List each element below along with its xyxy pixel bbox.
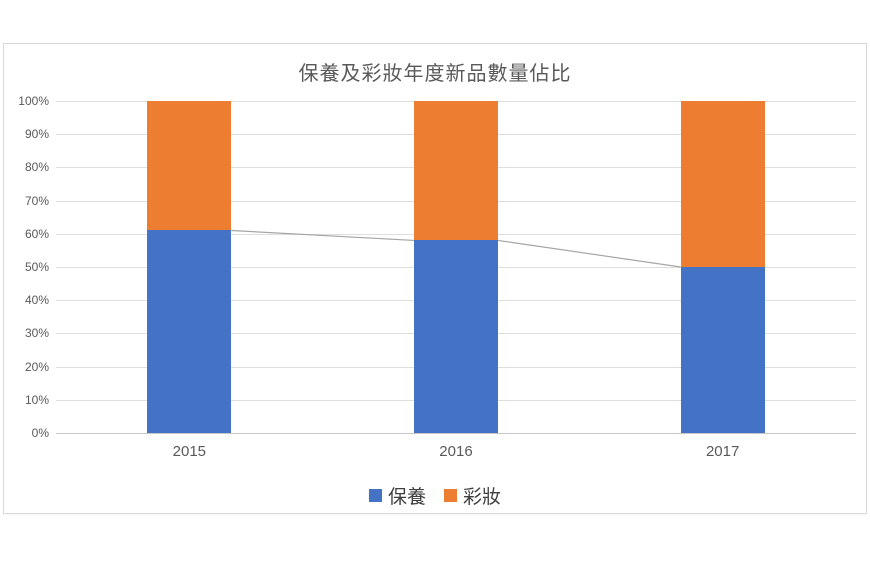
x-axis-line — [56, 433, 856, 434]
y-tick-label: 80% — [24, 160, 49, 175]
x-axis-labels: 2015 2016 2017 — [56, 443, 856, 463]
plot-area — [56, 101, 856, 434]
legend-item-彩妝: 彩妝 — [444, 482, 501, 509]
y-tick-label: 0% — [31, 426, 49, 440]
y-tick-label: 30% — [24, 326, 49, 341]
y-tick-label: 50% — [24, 260, 49, 274]
bar-segment-彩妝-2015 — [147, 101, 232, 231]
legend-swatch-icon — [368, 489, 382, 502]
bar-segment-保養-2017 — [680, 267, 765, 433]
chart-legend: 保養 彩妝 — [4, 482, 866, 509]
y-tick-label: 70% — [24, 193, 49, 208]
legend-swatch-icon — [444, 489, 457, 502]
y-tick-label: 60% — [24, 226, 49, 241]
y-tick-label: 10% — [24, 392, 49, 407]
legend-label: 保養 — [387, 487, 426, 508]
bar-segment-彩妝-2017 — [680, 101, 765, 267]
y-tick-label: 90% — [24, 127, 49, 142]
x-axis-label: 2017 — [705, 443, 740, 460]
y-axis-tick-labels: 0% 10% 20% 30% 40% 50% 60% 70% 80% 90% 100% — [4, 94, 49, 440]
x-axis-label: 2016 — [439, 443, 473, 460]
x-axis-label: 2015 — [172, 443, 207, 460]
y-tick-label: 40% — [24, 293, 49, 308]
chart-card: 保養及彩妝年度新品數量佔比 0% 10% 20% 30% 40% 50% 60% 70% 80%… — [3, 43, 867, 514]
bar-segment-保養-2015 — [147, 230, 232, 433]
bar-segment-保養-2016 — [414, 240, 498, 433]
bar-segment-彩妝-2016 — [414, 101, 498, 241]
y-tick-label: 20% — [24, 359, 49, 374]
legend-item-保養: 保養 — [368, 482, 426, 509]
y-tick-label: 100% — [18, 94, 49, 108]
legend-label: 彩妝 — [463, 487, 502, 508]
chart-title: 保養及彩妝年度新品數量佔比 — [298, 63, 572, 85]
